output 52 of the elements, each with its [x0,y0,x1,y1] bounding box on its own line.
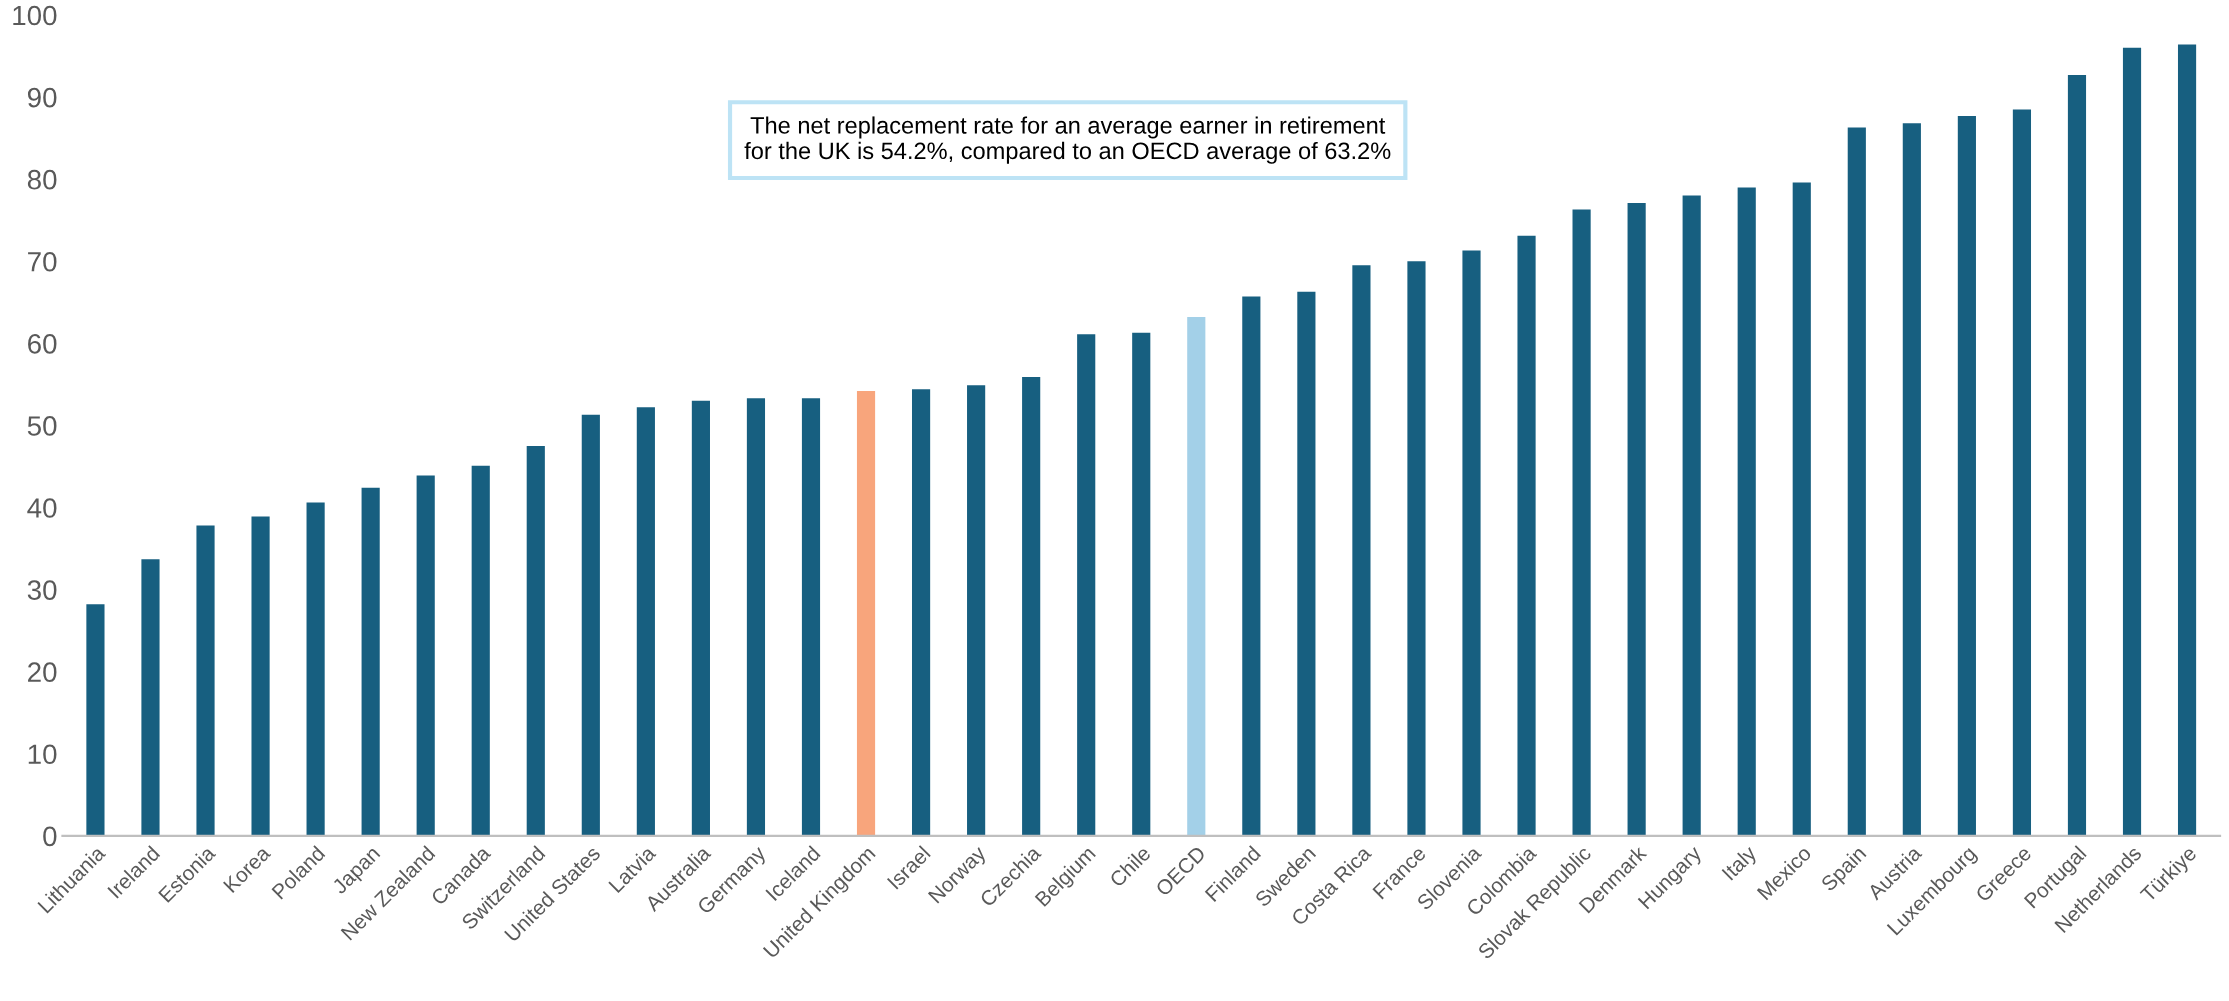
bar [1627,202,1646,836]
bar [1352,265,1371,836]
bar [196,525,215,836]
bar [1187,317,1206,836]
y-tick-label: 40 [27,498,57,518]
bar [526,445,545,836]
bar [2177,44,2197,836]
y-tick-label: 10 [28,744,57,765]
bar [306,502,325,836]
bar [1847,127,1866,836]
bar [746,398,766,836]
bar [2067,74,2087,836]
bar [691,400,710,836]
bar [471,465,490,836]
bar [1132,332,1151,836]
y-tick-label: 30 [27,580,57,600]
annotation: The net replacement rate for an average earner in retirement for the UK is 54.2%, compared to an OECD average of 63.2% [744,116,1391,164]
bar [1682,195,1701,836]
bar [1957,115,1976,836]
bar [1902,123,1921,836]
bar [856,390,876,836]
y-tick-label: 90 [27,87,57,108]
bar [2012,109,2032,836]
bar [1517,235,1536,836]
bar [2122,47,2142,836]
bar [801,398,821,836]
bar [1792,182,1811,836]
x-tick-label: Italy [1721,844,1761,884]
y-tick-label: 100 [13,5,57,26]
y-tick-label: 20 [28,662,57,683]
bar [416,475,435,836]
bar [1462,250,1481,836]
bar [1407,261,1426,836]
bar [912,389,931,836]
bar [361,487,380,836]
y-tick-label: 80 [27,169,57,190]
bar [636,407,655,836]
bar [1077,334,1096,836]
bar [1242,296,1261,836]
bar [1737,187,1756,836]
y-tick-label: 70 [28,251,57,272]
bar [1022,377,1041,836]
bar [1297,291,1316,836]
bar [251,516,270,836]
y-tick-label: 0 [43,826,57,847]
bar [141,559,160,836]
bar [86,604,105,836]
bar [967,385,986,836]
y-tick-label: 50 [27,416,57,436]
bar [581,414,600,836]
bar [1572,209,1591,836]
y-tick-label: 60 [28,334,57,354]
